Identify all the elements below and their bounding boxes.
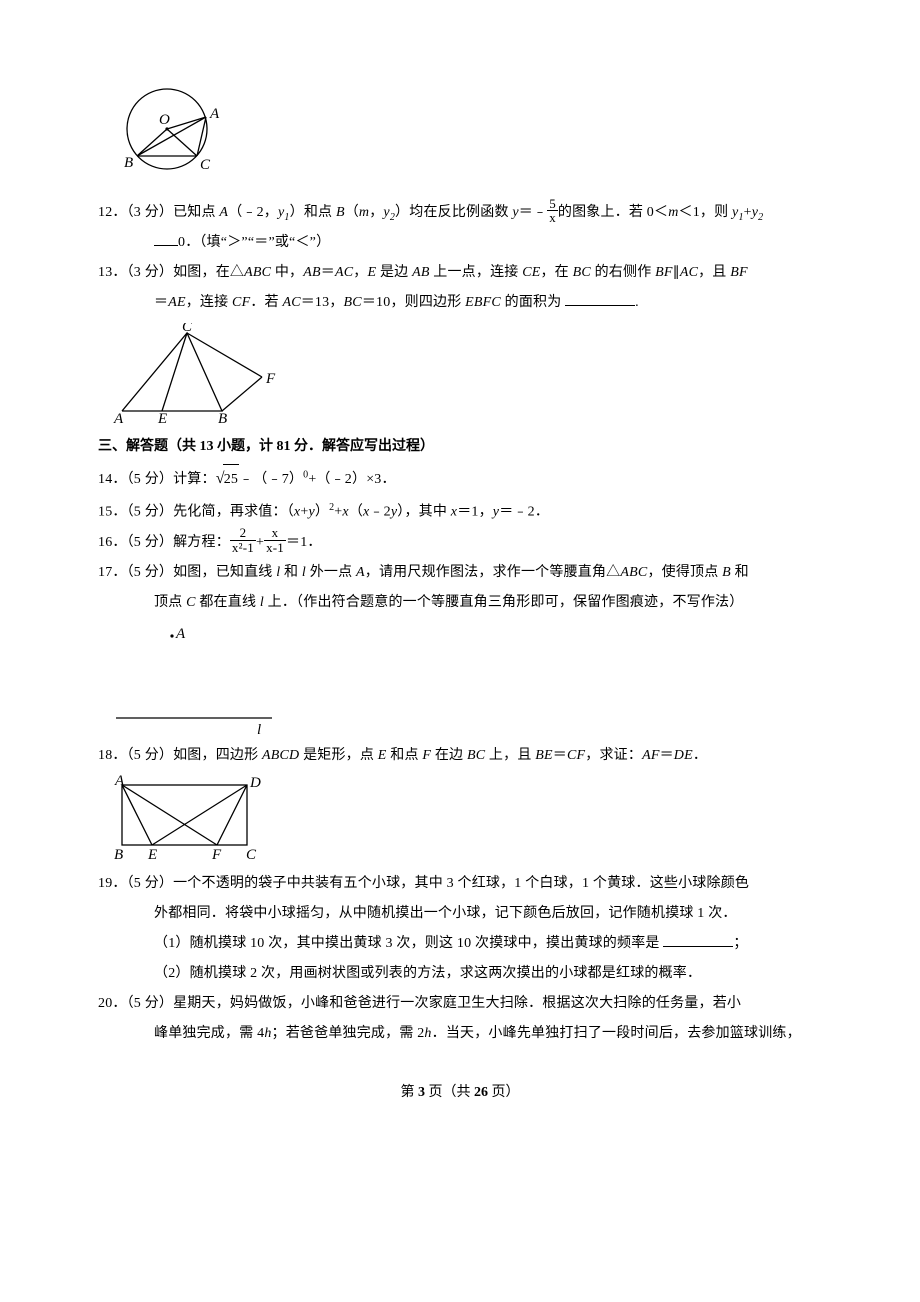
svg-text:B: B: [218, 411, 227, 427]
q12-m2: m: [668, 205, 678, 220]
figure-rect-abcd: A D B E F C: [112, 775, 267, 865]
q12-t7: 的图象上．若 0＜: [558, 205, 668, 220]
q16-line: 16．（5 分）解方程：2x²-1+xx-1＝1．: [98, 528, 822, 558]
q12-eq: ＝﹣: [519, 205, 547, 220]
label-B: B: [124, 155, 133, 171]
q17-line1: 17．（5 分）如图，已知直线 l 和 l 外一点 A，请用尺规作图法，求作一个…: [98, 558, 822, 588]
q19-blank: [663, 933, 733, 947]
q18-line: 18．（5 分）如图，四边形 ABCD 是矩形，点 E 和点 F 在边 BC 上…: [98, 741, 822, 771]
label-A: A: [209, 106, 220, 122]
q12-plus: +: [744, 205, 752, 220]
q13-line2: ＝AE，连接 CF．若 AC＝13，BC＝10，则四边形 EBFC 的面积为 .: [98, 288, 822, 318]
q14-sqrt: √25: [216, 462, 239, 496]
q20-line2: 峰单独完成，需 4h；若爸爸单独完成，需 2h．当天，小峰先单独打扫了一段时间后…: [98, 1019, 822, 1049]
q20-line1: 20．（5 分）星期天，妈妈做饭，小峰和爸爸进行一次家庭卫生大扫除．根据这次大扫…: [98, 989, 822, 1019]
q12-A: A: [219, 205, 228, 220]
svg-text:A: A: [175, 626, 186, 642]
q15-line: 15．（5 分）先化简，再求值：（x+y）2+x（x﹣2y），其中 x＝1，y＝…: [98, 497, 822, 528]
q19-line1: 19．（5 分）一个不透明的袋子中共装有五个小球，其中 3 个红球，1 个白球，…: [98, 869, 822, 899]
q12-B: B: [336, 205, 345, 220]
q12-t1: 已知点: [173, 205, 219, 220]
q13-num: 13．: [98, 265, 127, 280]
q19-part1: （1）随机摸球 10 次，其中摸出黄球 3 次，则这 10 次摸球中，摸出黄球的…: [98, 929, 822, 959]
q12-num: 12．: [98, 205, 127, 220]
q17-line2: 顶点 C 都在直线 l 上．（作出符合题意的一个等腰直角三角形即可，保留作图痕迹…: [98, 588, 822, 618]
svg-text:l: l: [257, 722, 261, 737]
q12-line2-text: 0．（填“＞”“＝”或“＜”）: [178, 235, 330, 250]
svg-text:C: C: [182, 323, 193, 335]
section3-heading: 三、解答题（共 13 小题，计 81 分．解答应写出过程）: [98, 432, 822, 463]
figure-triangle-cef: A E B C F: [112, 323, 287, 428]
svg-text:B: B: [114, 847, 123, 863]
q14-line: 14．（5 分）计算：√25﹣（﹣7）0+（﹣2）×3．: [98, 462, 822, 496]
q16-frac1: 2x²-1: [230, 526, 256, 554]
svg-text:E: E: [147, 847, 157, 863]
q12-t3: ）和点: [290, 205, 336, 220]
q12-t2: （﹣2，: [228, 205, 278, 220]
q12-points: （3 分）: [127, 205, 174, 220]
q19-part2: （2）随机摸球 2 次，用画树状图或列表的方法，求这两次摸出的小球都是红球的概率…: [98, 959, 822, 989]
svg-text:E: E: [157, 411, 167, 427]
svg-text:A: A: [113, 411, 124, 427]
q16-frac2: xx-1: [264, 526, 286, 554]
q12-line2: 0．（填“＞”“＝”或“＜”）: [98, 228, 822, 258]
q12-t6: ）均在反比例函数: [395, 205, 512, 220]
q19-line2: 外都相同．将袋中小球摇匀，从中随机摸出一个小球，记下颜色后放回，记作随机摸球 1…: [98, 899, 822, 929]
q12-t4: （: [345, 205, 359, 220]
q12-t5: ，: [369, 205, 383, 220]
q13-line1: 13．（3 分）如图，在△ABC 中，AB＝AC，E 是边 AB 上一点，连接 …: [98, 258, 822, 288]
svg-text:D: D: [249, 775, 261, 791]
exam-page: O A B C 12．（3 分）已知点 A（﹣2，y1）和点 B（m，y2）均在…: [0, 0, 920, 1302]
label-C: C: [200, 157, 211, 173]
q13-blank: [565, 292, 635, 306]
q12-blank: [154, 232, 178, 246]
figure-circle-oabc: O A B C: [112, 84, 242, 194]
q12-frac: 5x: [547, 197, 558, 225]
svg-text:F: F: [265, 371, 276, 387]
q12-sub2b: 2: [758, 212, 763, 223]
svg-text:C: C: [246, 847, 257, 863]
label-O: O: [159, 112, 170, 128]
page-footer: 第 3 页（共 26 页）: [98, 1081, 822, 1101]
figure-line-l: A l: [112, 622, 292, 737]
q13-points: （3 分）: [127, 265, 174, 280]
q12-m: m: [359, 205, 369, 220]
svg-text:A: A: [114, 775, 125, 789]
q12-t8: ＜1，则: [679, 205, 733, 220]
q12-line1: 12．（3 分）已知点 A（﹣2，y1）和点 B（m，y2）均在反比例函数 y＝…: [98, 198, 822, 228]
svg-text:F: F: [211, 847, 222, 863]
